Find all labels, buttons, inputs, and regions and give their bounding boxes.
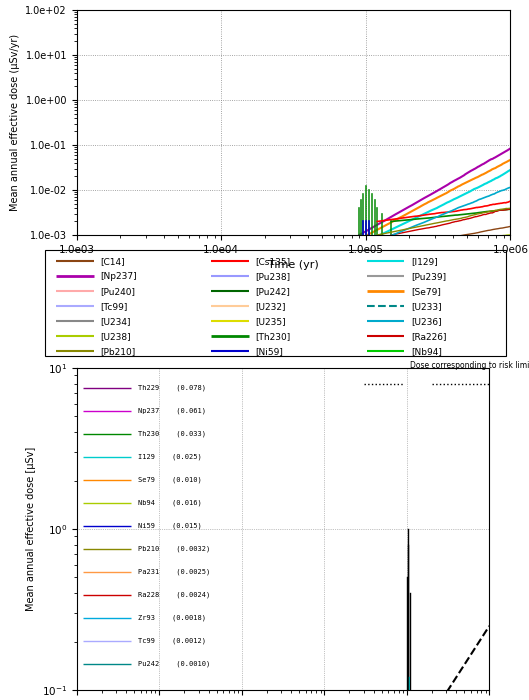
Text: [Cs135]: [Cs135] xyxy=(256,257,291,266)
Text: [U235]: [U235] xyxy=(256,317,286,326)
Text: Pa231    (0.0025): Pa231 (0.0025) xyxy=(138,568,210,575)
Text: [Ra226]: [Ra226] xyxy=(411,332,446,341)
Text: [I129]: [I129] xyxy=(411,257,437,266)
Text: Th230    (0.033): Th230 (0.033) xyxy=(138,430,206,438)
Text: [U233]: [U233] xyxy=(411,302,442,311)
Text: I129    (0.025): I129 (0.025) xyxy=(138,454,202,461)
Text: [Se79]: [Se79] xyxy=(411,287,441,296)
Text: [U234]: [U234] xyxy=(101,317,131,326)
Text: Np237    (0.061): Np237 (0.061) xyxy=(138,408,206,414)
Text: [Pb210]: [Pb210] xyxy=(101,347,136,356)
Text: Ni59    (0.015): Ni59 (0.015) xyxy=(138,523,202,529)
Y-axis label: Mean annual effective dose [μSv]: Mean annual effective dose [μSv] xyxy=(26,447,36,611)
Text: Pb210    (0.0032): Pb210 (0.0032) xyxy=(138,546,210,552)
Text: Zr93    (0.0018): Zr93 (0.0018) xyxy=(138,615,206,621)
Text: Pu242    (0.0010): Pu242 (0.0010) xyxy=(138,661,210,667)
Text: [Th230]: [Th230] xyxy=(256,332,291,341)
Text: Se79    (0.010): Se79 (0.010) xyxy=(138,477,202,483)
Text: [Nb94]: [Nb94] xyxy=(411,347,442,356)
X-axis label: Time (yr): Time (yr) xyxy=(268,260,319,270)
Text: [Pu240]: [Pu240] xyxy=(101,287,135,296)
Text: [Pu238]: [Pu238] xyxy=(256,272,291,281)
Text: Th229    (0.078): Th229 (0.078) xyxy=(138,385,206,391)
Y-axis label: Mean annual effective dose (μSv/yr): Mean annual effective dose (μSv/yr) xyxy=(10,34,20,211)
Text: Dose corresponding to risk limit: Dose corresponding to risk limit xyxy=(410,360,529,370)
Text: [Pu242]: [Pu242] xyxy=(256,287,290,296)
Text: [U236]: [U236] xyxy=(411,317,442,326)
Text: [U232]: [U232] xyxy=(256,302,286,311)
Text: [Ni59]: [Ni59] xyxy=(256,347,284,356)
Text: Nb94    (0.016): Nb94 (0.016) xyxy=(138,500,202,506)
Text: [Pu239]: [Pu239] xyxy=(411,272,446,281)
Text: [Np237]: [Np237] xyxy=(101,272,137,281)
Text: Ra228    (0.0024): Ra228 (0.0024) xyxy=(138,592,210,598)
Text: [Tc99]: [Tc99] xyxy=(101,302,128,311)
Text: [U238]: [U238] xyxy=(101,332,131,341)
Text: [C14]: [C14] xyxy=(101,257,125,266)
Text: Tc99    (0.0012): Tc99 (0.0012) xyxy=(138,638,206,644)
